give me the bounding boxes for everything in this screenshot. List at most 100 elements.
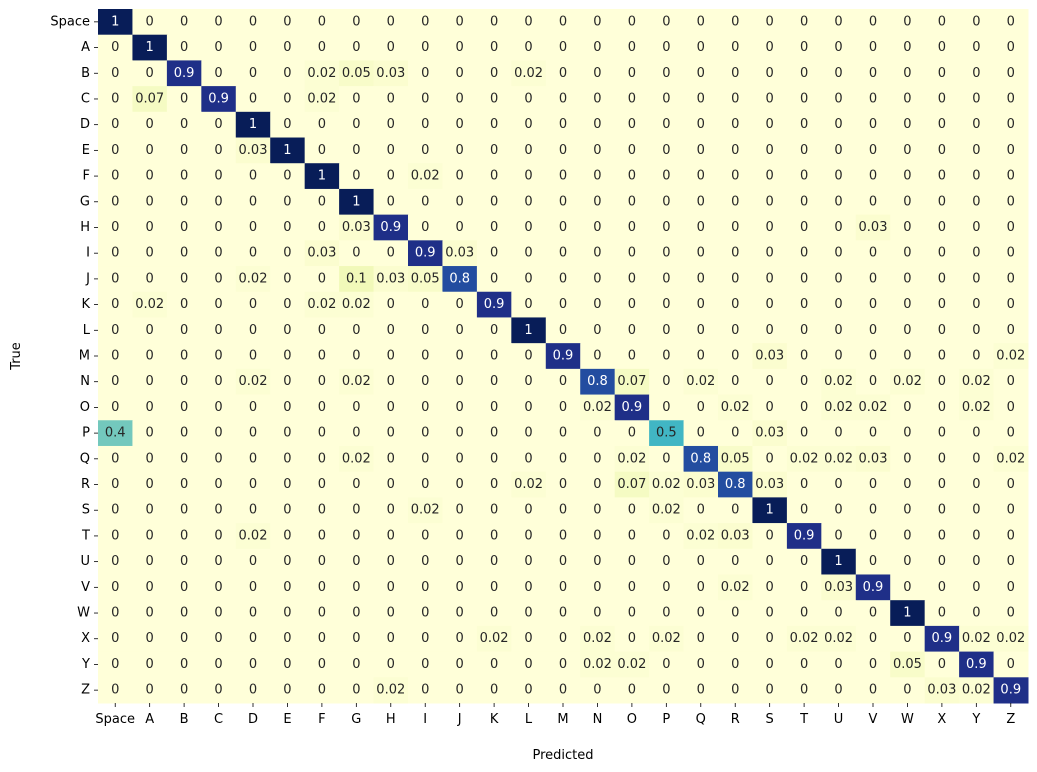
cell-value-label: 0 (318, 220, 326, 235)
cell-value-label: 0 (283, 554, 291, 569)
cell-value-label: 0 (869, 169, 877, 184)
cell-value-label: 0.03 (342, 220, 371, 235)
heatmap-cell (545, 548, 581, 575)
heatmap-cell (270, 188, 306, 216)
cell-value-label: 1 (249, 117, 257, 132)
heatmap-cell (373, 111, 409, 139)
heatmap-cell (752, 548, 788, 575)
cell-value-label: 0 (559, 477, 567, 492)
heatmap-cell (786, 317, 822, 344)
heatmap-cell (890, 60, 926, 87)
heatmap-cell (993, 677, 1029, 704)
cell-value-label: 0 (214, 400, 222, 415)
heatmap-cell (718, 548, 753, 575)
heatmap-cell (373, 9, 409, 36)
heatmap-cell (924, 163, 960, 190)
cell-value-label: 0 (352, 91, 360, 106)
heatmap-cell (683, 86, 719, 113)
cell-value-label: 0 (834, 349, 842, 364)
cell-value-label: 0 (352, 143, 360, 158)
heatmap-cell (304, 137, 340, 164)
x-tick-label: E (283, 712, 291, 727)
heatmap-cell (476, 163, 512, 190)
heatmap-cell (304, 317, 340, 344)
heatmap-cell (476, 548, 512, 575)
heatmap-cell (752, 523, 788, 550)
cell-value-label: 0 (559, 606, 567, 621)
cell-value-label: 0 (214, 477, 222, 492)
cell-value-label: 0 (524, 91, 532, 106)
heatmap-cell (786, 368, 822, 396)
heatmap-cell (511, 137, 547, 164)
cell-value-label: 0 (1007, 580, 1015, 595)
heatmap-cell (304, 445, 340, 473)
heatmap-cell (373, 394, 409, 421)
heatmap-cell (580, 111, 616, 139)
y-tick-label: H (80, 220, 90, 235)
heatmap-cell (924, 137, 960, 164)
x-tick-label: N (593, 712, 603, 727)
cell-value-label: 0 (697, 554, 705, 569)
cell-value-label: 0 (628, 91, 636, 106)
heatmap-cell (545, 574, 581, 601)
heatmap-cell (924, 111, 960, 139)
heatmap-cell (339, 600, 375, 627)
x-tick-label: S (766, 712, 774, 727)
cell-value-label: 0 (834, 683, 842, 698)
cell-value-label: 0 (214, 451, 222, 466)
cell-value-label: 0 (318, 683, 326, 698)
cell-value-label: 1 (903, 606, 911, 621)
cell-value-label: 0 (869, 554, 877, 569)
cell-value-label: 0.05 (893, 657, 922, 672)
x-tick-label: L (525, 712, 533, 727)
heatmap-cell (718, 625, 753, 653)
heatmap-cell (649, 368, 685, 396)
heatmap-cell (408, 266, 443, 293)
heatmap-cell (649, 214, 685, 241)
heatmap-cell (511, 497, 547, 524)
cell-value-label: 0 (731, 143, 739, 158)
heatmap-cell (614, 163, 650, 190)
heatmap-cell (442, 291, 478, 318)
heatmap-cell (373, 523, 409, 550)
y-tick-label: C (81, 91, 90, 106)
cell-value-label: 0 (524, 40, 532, 55)
heatmap-cell (339, 368, 375, 396)
heatmap-cell (580, 9, 616, 36)
heatmap-cell (132, 651, 168, 678)
cell-value-label: 0 (111, 631, 119, 646)
cell-value-label: 0 (524, 14, 532, 29)
cell-value-label: 0 (834, 426, 842, 441)
cell-value-label: 0 (387, 503, 395, 518)
heatmap-cell (855, 497, 891, 524)
heatmap-cell (201, 60, 237, 87)
heatmap-cell (270, 317, 306, 344)
heatmap-cell (304, 163, 340, 190)
heatmap-cell (752, 368, 788, 396)
x-tick-label: J (457, 712, 462, 727)
cell-value-label: 0 (972, 246, 980, 261)
cell-value-label: 0 (524, 374, 532, 389)
heatmap-cell (270, 163, 306, 190)
heatmap-cell (786, 445, 822, 473)
cell-value-label: 0 (662, 374, 670, 389)
heatmap-cell (614, 291, 650, 318)
cell-value-label: 0 (593, 477, 601, 492)
heatmap-cell (614, 651, 650, 678)
heatmap-cell (821, 240, 857, 267)
cell-value-label: 0 (421, 683, 429, 698)
cell-value-label: 0 (111, 297, 119, 312)
heatmap-cell (821, 394, 857, 421)
heatmap-cell (408, 600, 443, 627)
cell-value-label: 0 (972, 14, 980, 29)
cell-value-label: 0 (490, 477, 498, 492)
cell-value-label: 0 (456, 374, 464, 389)
heatmap-cell (752, 343, 788, 370)
heatmap-cell (235, 188, 271, 216)
heatmap-cell (373, 317, 409, 344)
cell-value-label: 0 (387, 323, 395, 338)
cell-value-label: 0 (524, 220, 532, 235)
heatmap-cell (166, 163, 202, 190)
cell-value-label: 0 (387, 400, 395, 415)
cell-value-label: 0 (249, 683, 257, 698)
